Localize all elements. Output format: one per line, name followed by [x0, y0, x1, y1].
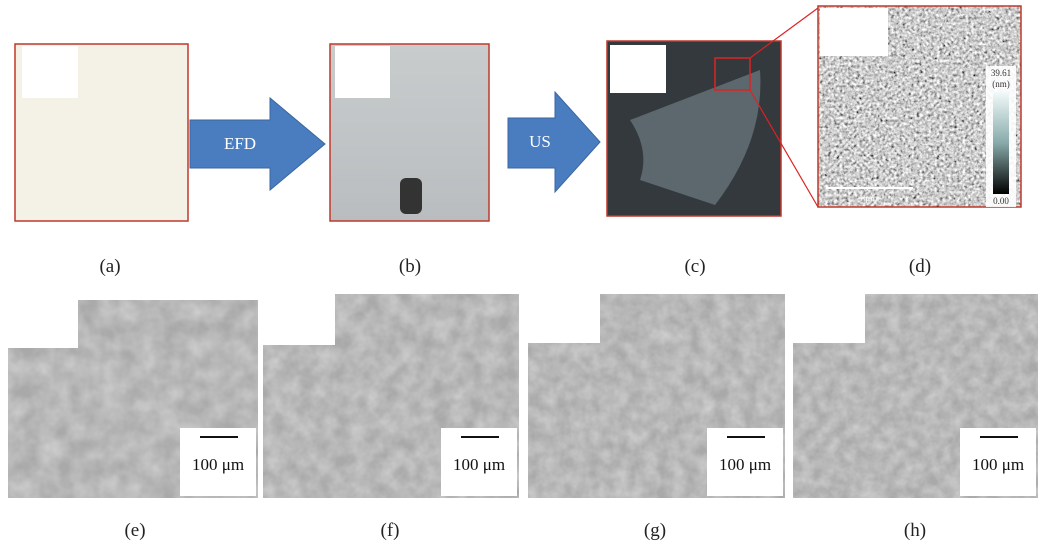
- scale-bar-label: 1 μm: [859, 193, 878, 203]
- page: EFD US 39.61 (nm) 0.00 1 μm (a) (b) (c) …: [0, 0, 1044, 550]
- colorbar-min: 0.00: [993, 196, 1009, 206]
- mask: [22, 46, 78, 98]
- colorbar-unit: (nm): [992, 79, 1010, 89]
- mask: [793, 294, 865, 343]
- mask: [8, 300, 78, 348]
- panel-label: (a): [99, 256, 120, 277]
- zoom-line: [750, 8, 818, 58]
- panel-label: (b): [399, 256, 421, 277]
- micrographs: 100 μm (e) 100 μm (f) 100 μm (g) 100 μm (h): [8, 294, 1038, 541]
- object: [400, 178, 422, 214]
- mask: [528, 294, 600, 343]
- colorbar: [993, 92, 1009, 194]
- panel-label: (d): [909, 256, 931, 277]
- arrow: [190, 98, 325, 190]
- mask: [820, 8, 888, 56]
- arrow-label: EFD: [224, 134, 256, 153]
- mask: [610, 45, 666, 93]
- scale-bar-label: 100 μm: [453, 455, 505, 474]
- scale-bar-label: 100 μm: [192, 455, 244, 474]
- panel-label: (e): [124, 520, 145, 541]
- mask: [263, 294, 335, 345]
- arrow-label: US: [529, 132, 551, 151]
- scale-bar-label: 100 μm: [719, 455, 771, 474]
- panel-label: (c): [684, 256, 705, 277]
- panel-label: (g): [644, 520, 666, 541]
- mask: [335, 46, 390, 98]
- panel-label: (f): [381, 520, 400, 541]
- arrow: [508, 92, 600, 192]
- panel-label: (h): [904, 520, 926, 541]
- colorbar-max: 39.61: [991, 68, 1011, 78]
- scale-bar-label: 100 μm: [972, 455, 1024, 474]
- figure: EFD US 39.61 (nm) 0.00 1 μm (a) (b) (c) …: [0, 0, 1044, 550]
